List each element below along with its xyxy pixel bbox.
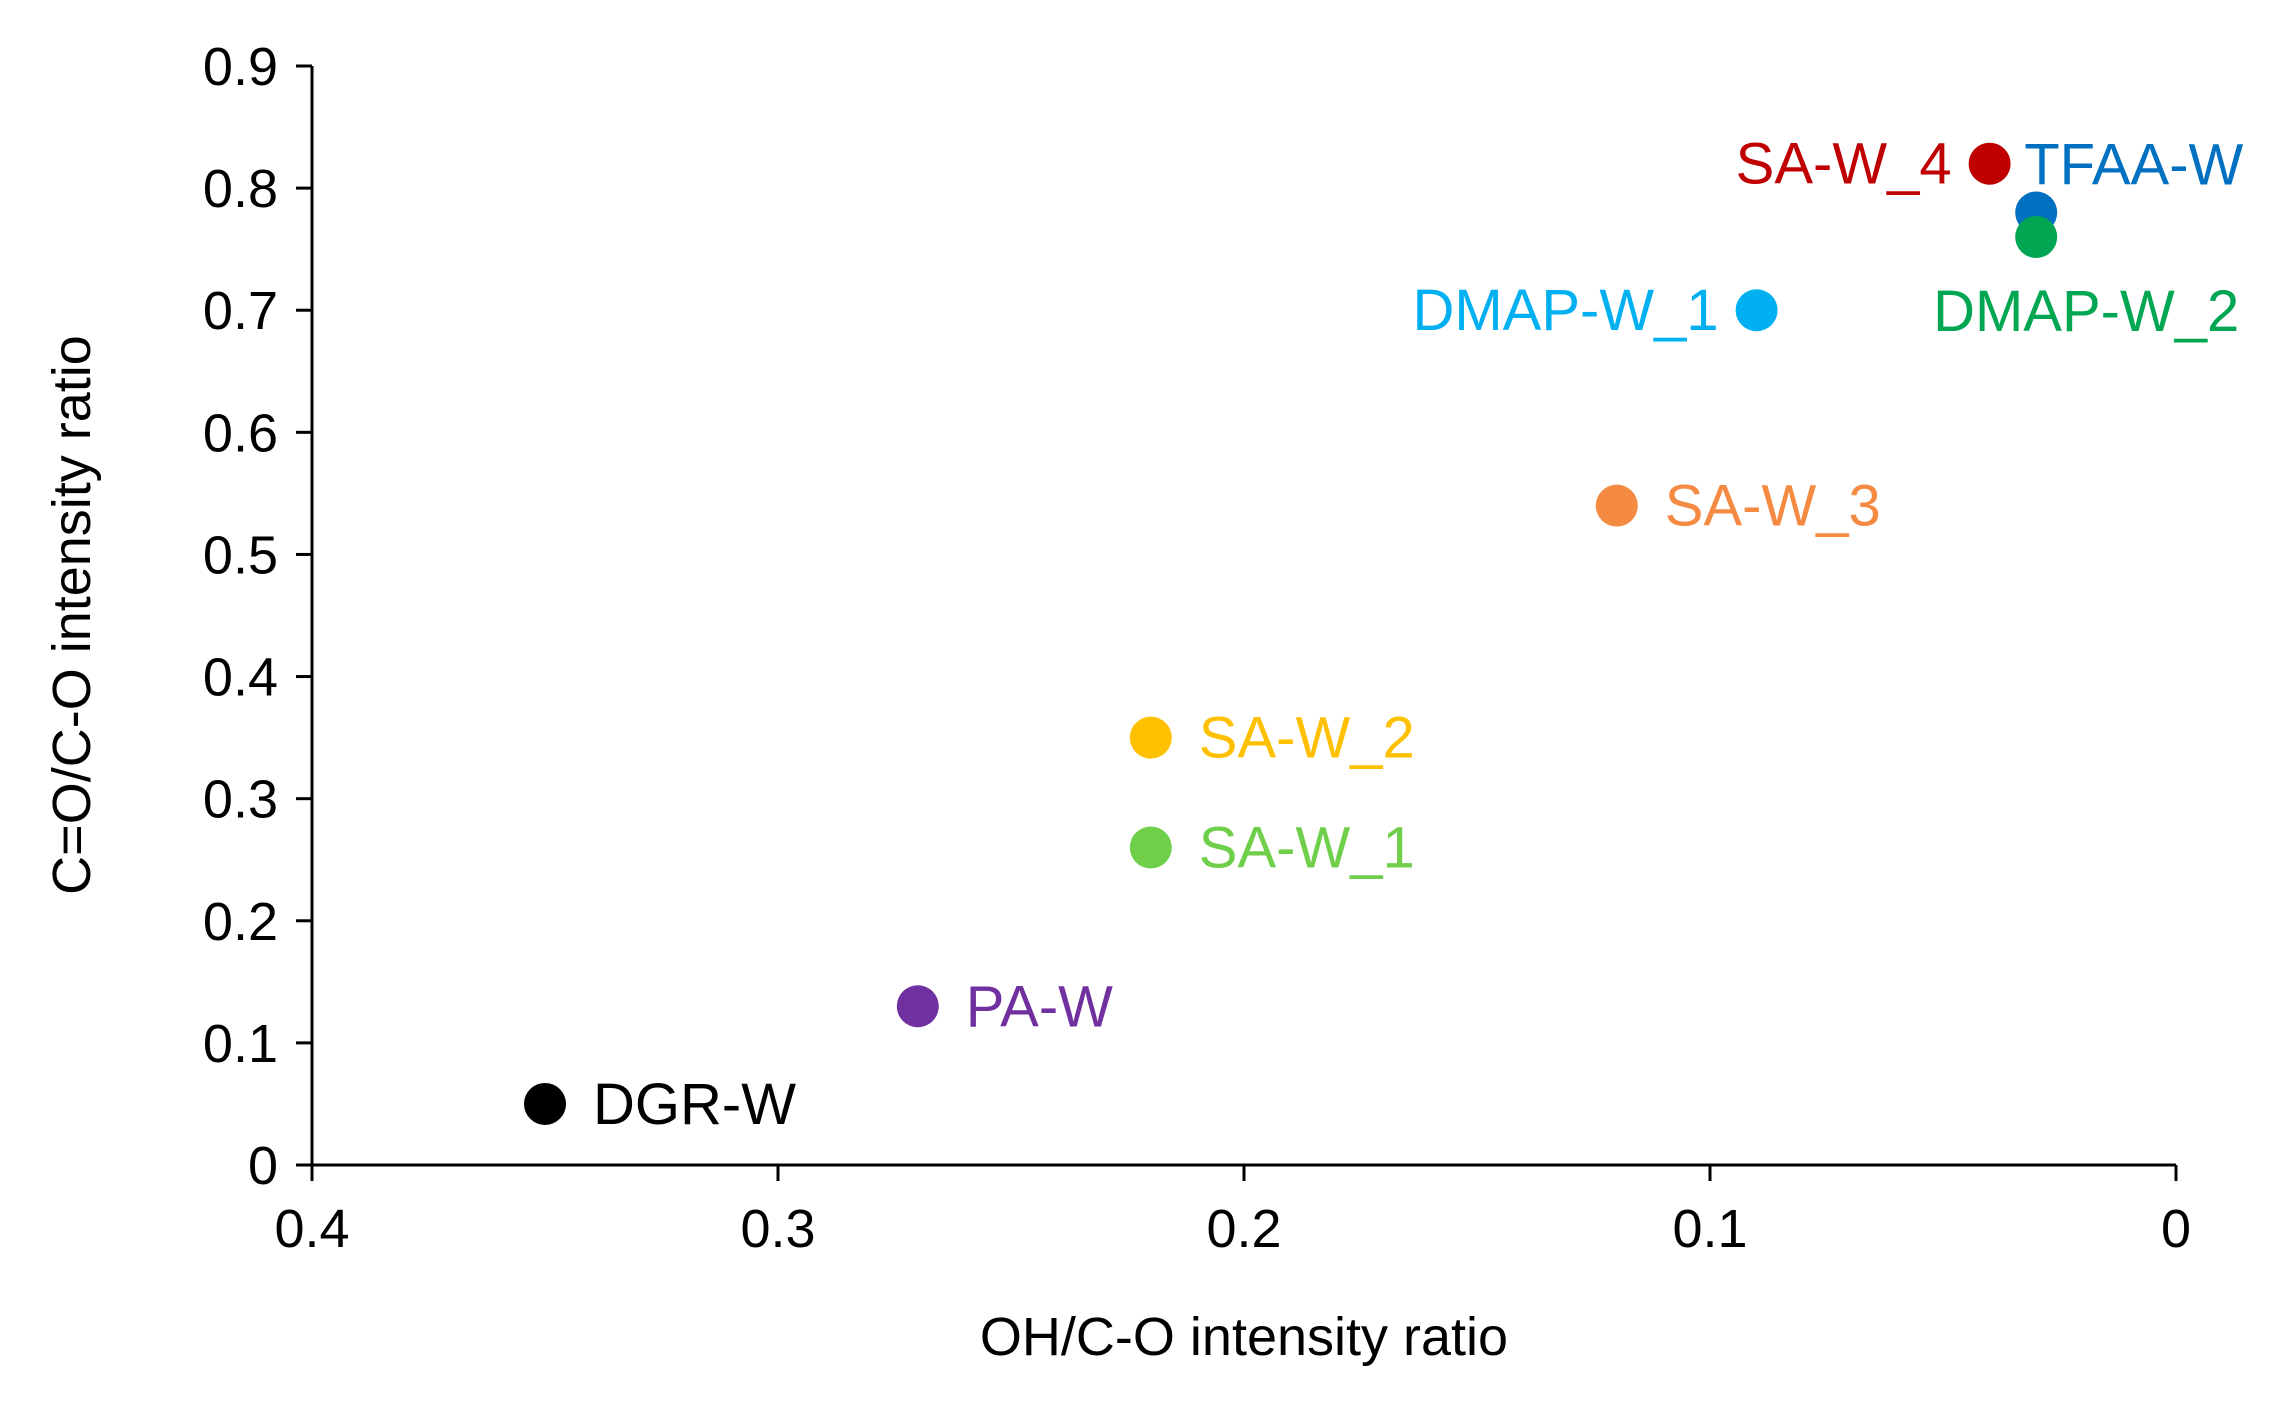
- data-point-label: SA-W_1: [1199, 816, 1415, 881]
- y-tick-label: 0.2: [203, 892, 278, 952]
- data-point: [1595, 484, 1638, 527]
- y-tick-label: 0.5: [203, 525, 278, 585]
- y-tick-label: 0: [248, 1136, 278, 1196]
- y-tick-label: 0.8: [203, 159, 278, 219]
- data-point-label: DGR-W: [593, 1072, 796, 1137]
- data-point-group: SA-W_3: [1595, 474, 1881, 539]
- data-point-group: DMAP-W_1: [1412, 278, 1778, 343]
- data-point-label: DMAP-W_1: [1412, 278, 1718, 343]
- x-tick-label: 0.1: [1672, 1199, 1747, 1259]
- data-point-group: SA-W_2: [1129, 706, 1415, 771]
- data-point-group: SA-W_1: [1129, 816, 1415, 881]
- y-axis-title: C=O/C-O intensity ratio: [42, 335, 102, 895]
- x-tick-label: 0: [2161, 1199, 2191, 1259]
- y-tick-label: 0.4: [203, 648, 278, 708]
- data-point-label: TFAA-W: [2024, 133, 2243, 198]
- x-tick-label: 0.3: [740, 1199, 815, 1259]
- data-point: [524, 1082, 566, 1125]
- y-tick-label: 0.1: [203, 1014, 278, 1074]
- y-tick-label: 0.9: [203, 37, 278, 97]
- data-point-label: SA-W_2: [1199, 706, 1415, 771]
- data-point-group: DMAP-W_2: [1933, 215, 2239, 344]
- data-points: DGR-W PA-W SA-W_1 SA-W_2 SA-W_3 DMAP-W_1 SA-W_…: [524, 132, 2244, 1137]
- y-tick-label: 0.6: [203, 403, 278, 463]
- x-tick-label: 0.2: [1206, 1199, 1281, 1259]
- data-point: [1129, 826, 1172, 869]
- data-point-label: SA-W_4: [1736, 132, 1952, 197]
- data-point-label: PA-W: [966, 974, 1113, 1039]
- y-ticks: 0 0.1 0.2 0.3 0.4 0.5 0.6 0.7 0.8 0.9: [203, 37, 312, 1196]
- x-axis-title: OH/C-O intensity ratio: [980, 1307, 1508, 1367]
- x-ticks: 0.4 0.3 0.2 0.1 0: [274, 1165, 2191, 1259]
- data-point-label: DMAP-W_2: [1933, 279, 2239, 344]
- data-point-group: DGR-W: [524, 1072, 796, 1137]
- data-point-group: SA-W_4: [1736, 132, 2011, 197]
- y-tick-label: 0.7: [203, 281, 278, 341]
- data-point: [896, 985, 939, 1028]
- data-point: [1735, 289, 1778, 332]
- axes: [310, 66, 2176, 1167]
- data-point: [1129, 716, 1172, 759]
- data-point-label: SA-W_3: [1665, 474, 1881, 539]
- data-point-group: TFAA-W: [2015, 133, 2244, 234]
- data-point: [1968, 142, 2011, 185]
- y-tick-label: 0.3: [203, 770, 278, 830]
- data-point: [2015, 215, 2058, 258]
- data-point-group: PA-W: [896, 974, 1113, 1039]
- x-tick-label: 0.4: [274, 1199, 349, 1259]
